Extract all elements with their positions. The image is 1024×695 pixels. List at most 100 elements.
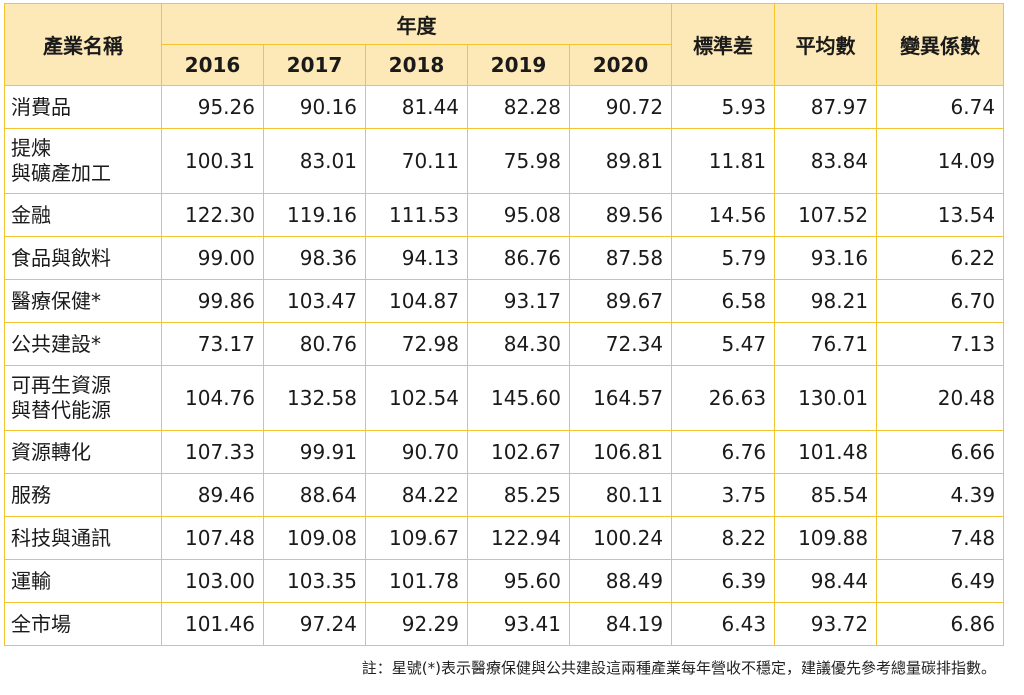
industry-name-line: 提煉: [11, 136, 51, 160]
row-industry-name: 全市場: [4, 602, 162, 646]
table-cell: 76.71: [774, 322, 878, 366]
table-cell: 6.49: [876, 559, 1005, 603]
table-cell: 6.58: [671, 279, 776, 323]
header-year-group: 年度: [160, 3, 673, 45]
table-cell: 100.24: [568, 516, 673, 560]
table-cell: 103.35: [263, 559, 366, 603]
data-table-container: 產業名稱 年度 標準差 平均數 變異係數 2016 2017 2018 2019…: [4, 3, 1005, 646]
table-row: 公共建設* 73.17 80.76 72.98 84.30 72.34 5.47 76.71 7…: [4, 322, 1005, 366]
row-industry-name: 金融: [4, 193, 162, 237]
row-industry-name: 科技與通訊: [4, 516, 162, 560]
table-row: 服務 89.46 88.64 84.22 85.25 80.11 3.75 85.54 4.39: [4, 473, 1005, 517]
table-cell: 99.00: [161, 236, 264, 280]
table-cell: 89.56: [568, 193, 673, 237]
row-industry-name: 運輸: [4, 559, 162, 603]
table-row: 運輸 103.00 103.35 101.78 95.60 88.49 6.39 98.44 6…: [4, 559, 1005, 603]
industry-name-line: 運輸: [11, 568, 51, 593]
table-cell: 83.01: [263, 128, 366, 194]
table-cell: 86.76: [467, 236, 570, 280]
table-row: 可再生資源 與替代能源 104.76 132.58 102.54 145.60 164.57…: [4, 365, 1005, 431]
industry-name-line: 資源轉化: [11, 439, 91, 464]
table-cell: 83.84: [774, 128, 878, 194]
table-cell: 80.11: [568, 473, 673, 517]
header-year-2019: 2019: [467, 44, 570, 86]
industry-name-line: 服務: [11, 482, 51, 507]
table-cell: 6.39: [671, 559, 776, 603]
table-cell: 14.09: [876, 128, 1005, 194]
table-cell: 130.01: [774, 365, 878, 431]
table-cell: 85.54: [774, 473, 878, 517]
industry-name-line: 醫療保健*: [11, 288, 101, 313]
table-cell: 93.72: [774, 602, 878, 646]
table-cell: 107.48: [161, 516, 264, 560]
header-cv: 變異係數: [876, 3, 1005, 86]
table-cell: 93.16: [774, 236, 878, 280]
row-industry-name: 消費品: [4, 85, 162, 129]
row-industry-name: 醫療保健*: [4, 279, 162, 323]
row-industry-name: 提煉 與礦產加工: [4, 128, 162, 194]
table-cell: 89.46: [161, 473, 264, 517]
table-cell: 81.44: [365, 85, 468, 129]
table-cell: 94.13: [365, 236, 468, 280]
table-cell: 85.25: [467, 473, 570, 517]
table-cell: 95.60: [467, 559, 570, 603]
row-industry-name: 可再生資源 與替代能源: [4, 365, 162, 431]
table-cell: 7.13: [876, 322, 1005, 366]
table-cell: 5.79: [671, 236, 776, 280]
table-cell: 104.87: [365, 279, 468, 323]
table-cell: 89.81: [568, 128, 673, 194]
table-cell: 84.22: [365, 473, 468, 517]
table-cell: 84.19: [568, 602, 673, 646]
table-cell: 109.88: [774, 516, 878, 560]
table-cell: 87.97: [774, 85, 878, 129]
header-year-2016: 2016: [161, 44, 264, 86]
industry-name-line: 可再生資源: [11, 373, 111, 397]
industry-name-line: 公共建設*: [11, 331, 101, 356]
table-cell: 80.76: [263, 322, 366, 366]
table-cell: 5.93: [671, 85, 776, 129]
table-cell: 97.24: [263, 602, 366, 646]
table-cell: 122.30: [161, 193, 264, 237]
row-industry-name: 公共建設*: [4, 322, 162, 366]
table-cell: 89.67: [568, 279, 673, 323]
table-cell: 101.46: [161, 602, 264, 646]
table-cell: 72.34: [568, 322, 673, 366]
table-row: 醫療保健* 99.86 103.47 104.87 93.17 89.67 6.58 98.2…: [4, 279, 1005, 323]
table-cell: 26.63: [671, 365, 776, 431]
header-mean: 平均數: [774, 3, 878, 86]
table-cell: 95.08: [467, 193, 570, 237]
table-cell: 107.52: [774, 193, 878, 237]
table-cell: 106.81: [568, 430, 673, 474]
industry-name-line: 金融: [11, 202, 51, 227]
table-cell: 72.98: [365, 322, 468, 366]
table-cell: 6.86: [876, 602, 1005, 646]
table-cell: 107.33: [161, 430, 264, 474]
table-row: 食品與飲料 99.00 98.36 94.13 86.76 87.58 5.79 93.16 6…: [4, 236, 1005, 280]
table-cell: 3.75: [671, 473, 776, 517]
table-cell: 109.67: [365, 516, 468, 560]
table-cell: 92.29: [365, 602, 468, 646]
row-industry-name: 食品與飲料: [4, 236, 162, 280]
table-cell: 103.47: [263, 279, 366, 323]
header-year-2020: 2020: [568, 44, 673, 86]
table-cell: 102.54: [365, 365, 468, 431]
table-cell: 11.81: [671, 128, 776, 194]
table-row: 提煉 與礦產加工 100.31 83.01 70.11 75.98 89.81 11.81 83…: [4, 128, 1005, 194]
table-cell: 90.70: [365, 430, 468, 474]
table-cell: 90.16: [263, 85, 366, 129]
table-cell: 98.36: [263, 236, 366, 280]
industry-name-line: 與礦產加工: [11, 161, 111, 185]
table-cell: 103.00: [161, 559, 264, 603]
table-cell: 13.54: [876, 193, 1005, 237]
table-cell: 7.48: [876, 516, 1005, 560]
table-cell: 6.43: [671, 602, 776, 646]
table-cell: 82.28: [467, 85, 570, 129]
table-cell: 104.76: [161, 365, 264, 431]
industry-name-line: 食品與飲料: [11, 245, 111, 270]
table-row: 資源轉化 107.33 99.91 90.70 102.67 106.81 6.76 101.…: [4, 430, 1005, 474]
table-cell: 93.41: [467, 602, 570, 646]
table-cell: 6.22: [876, 236, 1005, 280]
table-row: 科技與通訊 107.48 109.08 109.67 122.94 100.24 8.22 1…: [4, 516, 1005, 560]
table-row: 全市場 101.46 97.24 92.29 93.41 84.19 6.43 93.72 6.…: [4, 602, 1005, 646]
table-cell: 99.91: [263, 430, 366, 474]
